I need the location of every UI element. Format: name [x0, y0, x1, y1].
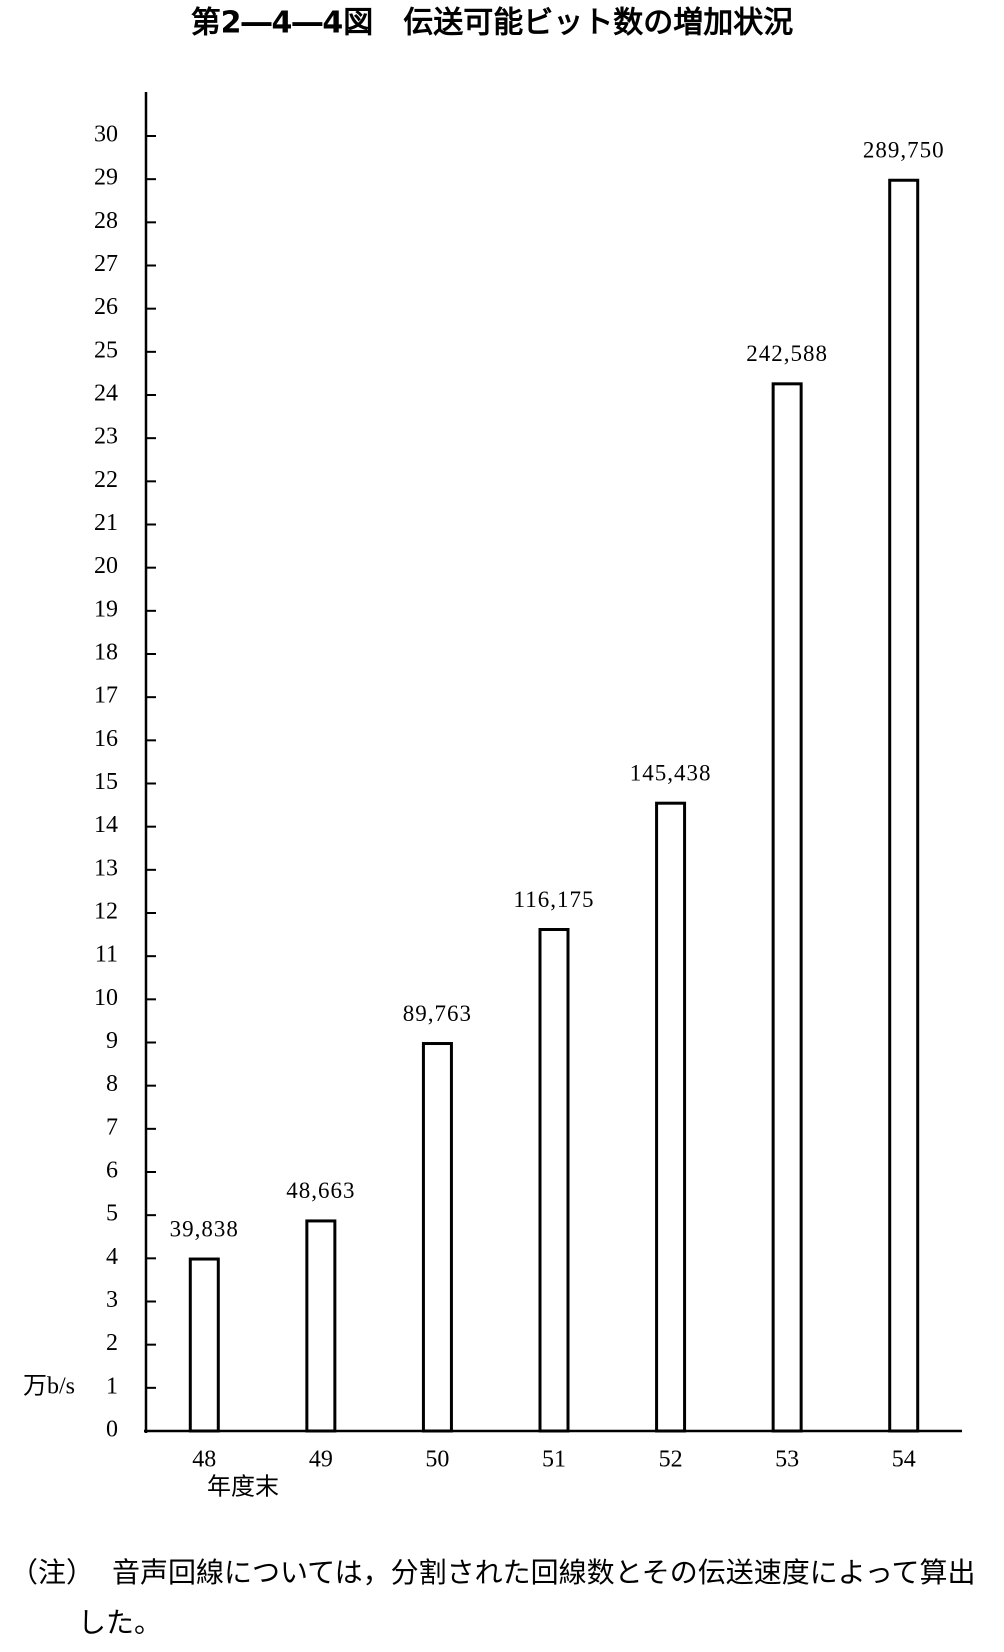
value-label: 242,588: [746, 341, 828, 366]
bar: [538, 928, 570, 1433]
y-tick-label: 21: [94, 510, 118, 536]
y-tick-label: 18: [94, 640, 118, 666]
bar: [421, 1042, 453, 1433]
bar: [188, 1257, 220, 1433]
x-tick-label: 51: [542, 1447, 566, 1473]
y-tick-label: 17: [94, 683, 118, 709]
y-tick-label: 29: [94, 165, 118, 191]
value-label: 39,838: [170, 1216, 239, 1241]
chart-title: 第2―4―4図 伝送可能ビット数の増加状況: [191, 6, 794, 41]
y-tick-label: 11: [95, 942, 118, 968]
y-tick-label: 25: [94, 337, 118, 363]
y-tick-label: 13: [94, 855, 118, 881]
bar: [655, 801, 687, 1433]
y-tick-label: 12: [94, 899, 118, 925]
y-tick-label: 8: [106, 1071, 118, 1097]
x-tick-label: 52: [659, 1447, 683, 1473]
y-tick-label: 5: [106, 1201, 118, 1227]
y-tick-label: 19: [94, 596, 118, 622]
y-tick-label: 3: [106, 1287, 118, 1313]
y-tick-label: 26: [94, 294, 118, 320]
y-tick-label: 28: [94, 208, 118, 234]
y-tick-label: 20: [94, 553, 118, 579]
x-tick-label: 48: [192, 1447, 216, 1473]
y-tick-label: 6: [106, 1158, 118, 1184]
x-tick-label: 49: [309, 1447, 333, 1473]
y-tick-label: 16: [94, 726, 118, 752]
y-axis-unit: 万b/s: [23, 1374, 75, 1400]
y-tick-label: 24: [94, 381, 118, 407]
note: （注） 音声回線については，分割された回線数とその伝送速度によって算出した。: [10, 1548, 978, 1648]
y-tick-label: 4: [106, 1244, 118, 1270]
y-tick-label: 14: [94, 812, 118, 838]
value-label: 116,175: [514, 887, 595, 912]
x-tick-label: 50: [425, 1447, 449, 1473]
y-tick-label: 27: [94, 251, 118, 277]
value-label: 48,663: [286, 1178, 355, 1203]
y-tick-label: 10: [94, 985, 118, 1011]
x-tick-label: 53: [775, 1447, 799, 1473]
value-label: 89,763: [403, 1001, 472, 1026]
y-tick-label: 9: [106, 1028, 118, 1054]
y-tick-label: 2: [106, 1330, 118, 1356]
y-tick-label: 23: [94, 424, 118, 450]
y-tick-label: 22: [94, 467, 118, 493]
y-tick-label: 15: [94, 769, 118, 795]
bar: [771, 382, 803, 1433]
note-label: （注）: [10, 1556, 95, 1589]
y-tick-label: 30: [94, 122, 118, 148]
y-tick-label: 7: [106, 1114, 118, 1140]
x-tick-label: 54: [892, 1447, 916, 1473]
value-label: 145,438: [630, 760, 712, 785]
bar: [305, 1219, 337, 1433]
y-tick-label: 1: [106, 1373, 118, 1399]
y-tick-label: 0: [106, 1417, 118, 1443]
note-text: 音声回線については，分割された回線数とその伝送速度によって算出した。: [78, 1556, 976, 1639]
chart: 第2―4―4図 伝送可能ビット数の増加状況 万b/s 年度末 012345678…: [23, 6, 962, 1501]
x-axis-label: 年度末: [207, 1474, 279, 1501]
bar: [888, 178, 920, 1433]
value-label: 289,750: [863, 138, 945, 163]
